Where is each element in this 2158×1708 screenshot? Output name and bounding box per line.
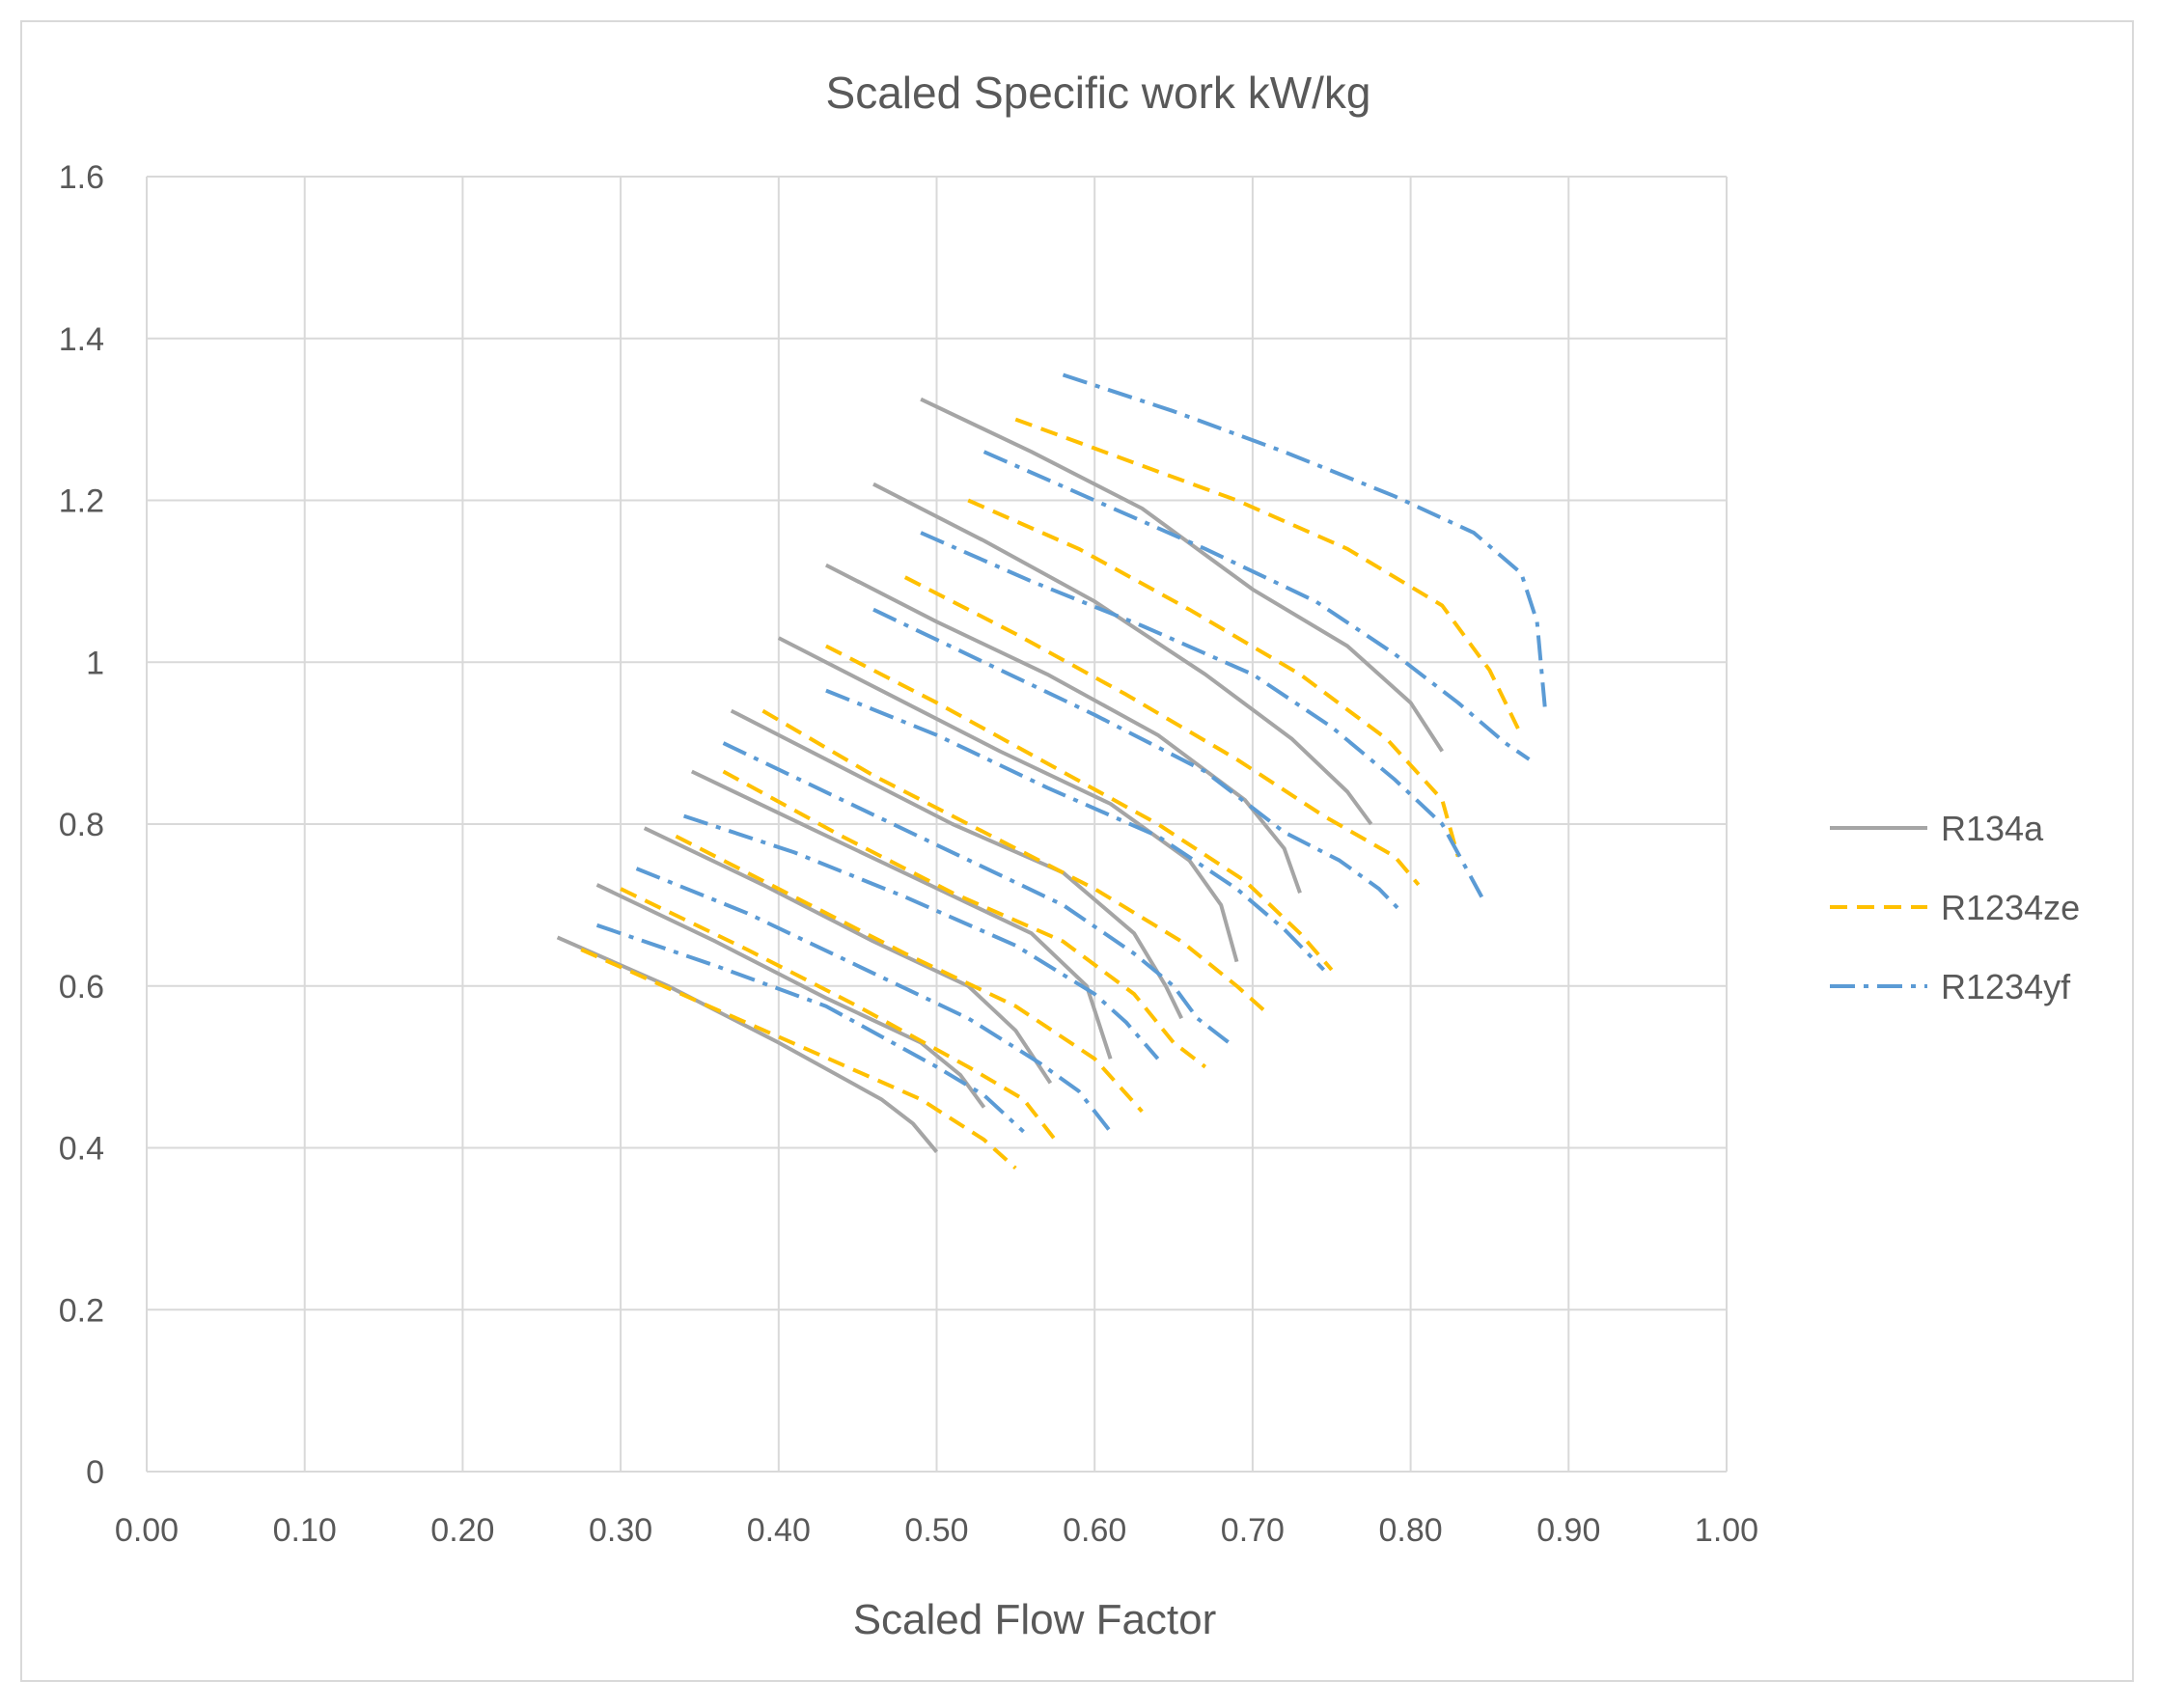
y-tick-label: 0.6 [59,969,104,1006]
series-line [872,482,1373,826]
series-line [824,644,1334,972]
series-line [920,531,1484,898]
x-tick-label: 0.90 [1536,1512,1600,1549]
y-tick-label: 1.2 [59,483,104,520]
series-line [872,607,1404,915]
series-line [675,834,1144,1114]
series-line [595,923,1025,1134]
series-line [1014,417,1523,736]
x-tick-label: 0.80 [1379,1512,1443,1549]
y-tick-label: 0 [86,1454,104,1491]
y-tick-label: 0.2 [59,1292,104,1329]
x-tick-label: 0.50 [904,1512,968,1549]
y-tick-labels: 0 0.2 0.4 0.6 0.8 1 1.2 1.4 1.6 [59,159,104,1491]
series-r1234ze [580,417,1523,1170]
y-tick-label: 1 [86,645,104,681]
series-line [761,708,1270,1016]
legend-label-r134a: R134a [1941,809,2044,848]
y-tick-label: 1.4 [59,321,104,358]
y-tick-label: 0.8 [59,807,104,843]
series-layer [556,372,1547,1170]
legend-label-r1234ze: R1234ze [1941,888,2080,927]
series-line [580,948,1017,1170]
series-line [722,769,1207,1069]
y-tick-label: 0.4 [59,1131,104,1168]
x-tick-label: 0.10 [273,1512,337,1549]
series-line [722,741,1231,1045]
x-tick-label: 1.00 [1695,1512,1758,1549]
x-tick-label: 0.60 [1063,1512,1126,1549]
x-tick-labels: 0.00 0.10 0.20 0.30 0.40 0.50 0.60 0.70 0.80 0.90… [115,1512,1758,1549]
series-line [690,769,1113,1060]
series-line [920,397,1444,753]
series-line [903,575,1421,887]
series-line [643,826,1053,1085]
x-tick-label: 0.70 [1221,1512,1285,1549]
legend-label-r1234yf: R1234yf [1941,967,2071,1006]
series-line [1062,372,1547,707]
series-line [967,498,1460,858]
x-tick-label: 0.20 [430,1512,494,1549]
chart-title: Scaled Specific work kW/kg [826,68,1371,118]
series-line [777,636,1239,963]
grid [146,176,1728,1473]
series-line [825,688,1326,972]
series-r1234yf [595,372,1547,1134]
x-tick-label: 0.40 [747,1512,811,1549]
series-line [556,935,939,1153]
chart-frame [20,20,2134,1682]
series-line [982,450,1531,761]
series-line [682,813,1160,1061]
series-line [595,883,986,1109]
series-line [730,708,1183,1020]
series-line [824,563,1302,894]
y-tick-label: 1.6 [59,159,104,196]
legend: R134a R1234ze R1234yf [1830,809,2080,1006]
series-line [620,887,1057,1142]
x-tick-label: 0.30 [589,1512,652,1549]
x-axis-title: Scaled Flow Factor [853,1596,1217,1643]
series-line [635,867,1113,1133]
x-tick-label: 0.00 [115,1512,179,1549]
